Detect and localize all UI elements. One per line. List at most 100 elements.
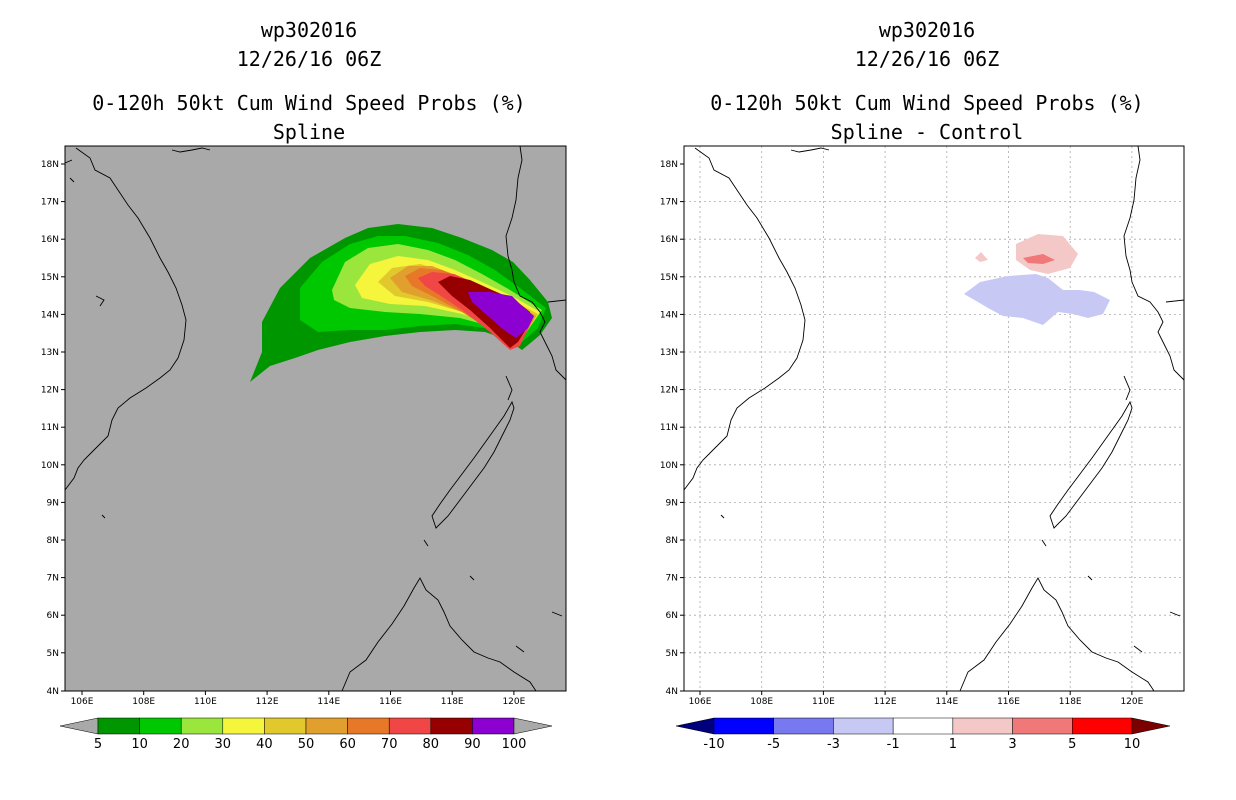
palawan-coast: [431, 400, 515, 529]
right-luzon-coast: [1123, 145, 1185, 381]
colorbar-swatch: [472, 717, 515, 735]
luzon-coast: [505, 145, 567, 381]
left-panel: wp302016 12/26/16 06Z 0-120h 50kt Cum Wi…: [41, 18, 567, 752]
right-lon-axis: 106E 108E 110E 112E 114E 116E 118E 120E: [689, 691, 1144, 707]
lat-label: 6N: [666, 611, 678, 621]
colorbar-label: 80: [423, 737, 440, 752]
lon-label: 114E: [317, 697, 340, 707]
right-subtitle: Spline - Control: [830, 120, 1024, 144]
lon-label: 118E: [441, 697, 464, 707]
colorbar-low-arrow: [59, 717, 99, 735]
lat-label: 14N: [41, 310, 59, 320]
left-product-title: 0-120h 50kt Cum Wind Speed Probs (%): [92, 91, 526, 115]
lat-label: 6N: [47, 611, 59, 621]
right-palawan-coast: [1049, 400, 1133, 529]
left-datetime: 12/26/16 06Z: [236, 47, 382, 71]
colorbar-label: 3: [1008, 737, 1016, 752]
lat-label: 5N: [666, 649, 678, 659]
small-islands: [101, 299, 567, 653]
right-datetime: 12/26/16 06Z: [854, 47, 1000, 71]
borneo-coast: [341, 577, 537, 692]
colorbar-swatch: [222, 717, 265, 735]
lat-label: 8N: [47, 536, 59, 546]
colorbar-swatch: [264, 717, 307, 735]
right-coastlines: [683, 145, 1185, 692]
colorbar-high-arrow: [1131, 717, 1171, 735]
right-mindoro-coast: [1123, 375, 1131, 401]
right-vietnam-coast: [683, 147, 806, 491]
lat-label: 11N: [660, 423, 678, 433]
colorbar-label: 10: [131, 737, 148, 752]
lon-label: 116E: [379, 697, 402, 707]
lat-label: 10N: [41, 461, 59, 471]
colorbar-swatch: [97, 717, 140, 735]
lat-label: 7N: [666, 574, 678, 584]
prob-band-90-100: [468, 292, 534, 338]
lat-label: 15N: [660, 273, 678, 283]
left-subtitle: Spline: [272, 120, 346, 144]
right-borneo-coast: [959, 577, 1155, 692]
colorbar-label: 5: [1068, 737, 1076, 752]
right-map-background: [684, 146, 1184, 691]
right-panel: wp302016 12/26/16 06Z 0-120h 50kt Cum Wi…: [618, 0, 1236, 800]
lat-label: 17N: [660, 198, 678, 208]
lat-label: 13N: [660, 348, 678, 358]
right-product-title: 0-120h 50kt Cum Wind Speed Probs (%): [710, 91, 1144, 115]
colorbar-swatch: [1012, 717, 1073, 735]
lon-label: 108E: [750, 697, 773, 707]
lat-label: 15N: [41, 273, 59, 283]
colorbar-label: 90: [464, 737, 481, 752]
colorbar-label: 60: [339, 737, 356, 752]
right-gridlines: [684, 146, 1184, 691]
right-storm-id: wp302016: [878, 18, 976, 42]
right-colorbar: -10 -5 -3 -1 1 3 5 10: [675, 717, 1171, 752]
right-lat-axis: 18N 17N 16N 15N 14N 13N 12N 11N 10N 9N 8N 7N 6N 5N 4N: [660, 160, 684, 697]
right-china-coast: [790, 147, 830, 153]
lon-label: 108E: [132, 697, 155, 707]
colorbar-label: 30: [215, 737, 232, 752]
left-lat-axis: 18N 17N 16N 15N 14N 13N 12N 11N 10N 9N 8N 7N 6N 5N 4N: [41, 160, 65, 697]
left-map-frame: [64, 145, 567, 692]
colorbar-label: -3: [827, 737, 840, 752]
colorbar-swatch: [347, 717, 390, 735]
lon-label: 120E: [502, 697, 525, 707]
left-lon-axis: 106E 108E 110E 112E 114E 116E 118E 120E: [71, 691, 526, 707]
colorbar-label: 100: [502, 737, 527, 752]
colorbar-label: -5: [767, 737, 780, 752]
lon-label: 112E: [256, 697, 279, 707]
colorbar-label: 40: [256, 737, 273, 752]
lon-label: 106E: [689, 697, 712, 707]
colorbar-swatch: [388, 717, 432, 735]
colorbar-label: 5: [94, 737, 102, 752]
diff-band-neg-1: [964, 274, 1110, 325]
lon-label: 120E: [1120, 697, 1143, 707]
lat-label: 14N: [660, 310, 678, 320]
lat-label: 11N: [41, 423, 59, 433]
colorbar-label: 1: [949, 737, 957, 752]
left-storm-id: wp302016: [260, 18, 358, 42]
lat-label: 12N: [41, 386, 59, 396]
colorbar-swatch: [713, 717, 774, 735]
right-map-frame: [683, 145, 1185, 692]
right-small-islands: [720, 299, 1185, 653]
lat-label: 16N: [41, 235, 59, 245]
colorbar-label: 20: [173, 737, 190, 752]
colorbar-swatch: [180, 717, 224, 735]
diff-band-pos-1: [1016, 234, 1078, 274]
lon-label: 116E: [997, 697, 1020, 707]
colorbar-label: 10: [1124, 737, 1141, 752]
lat-label: 7N: [47, 574, 59, 584]
colorbar-swatch: [1072, 717, 1133, 735]
lat-label: 16N: [660, 235, 678, 245]
colorbar-low-arrow: [675, 717, 715, 735]
mindoro-coast: [505, 375, 513, 401]
colorbar-label: 70: [381, 737, 398, 752]
difference-contours: [964, 234, 1110, 325]
lon-label: 110E: [194, 697, 217, 707]
colorbar-swatch: [892, 717, 954, 735]
vietnam-coast: [64, 147, 187, 491]
lat-label: 4N: [47, 687, 59, 697]
lat-label: 8N: [666, 536, 678, 546]
lat-label: 13N: [41, 348, 59, 358]
lon-label: 110E: [812, 697, 835, 707]
